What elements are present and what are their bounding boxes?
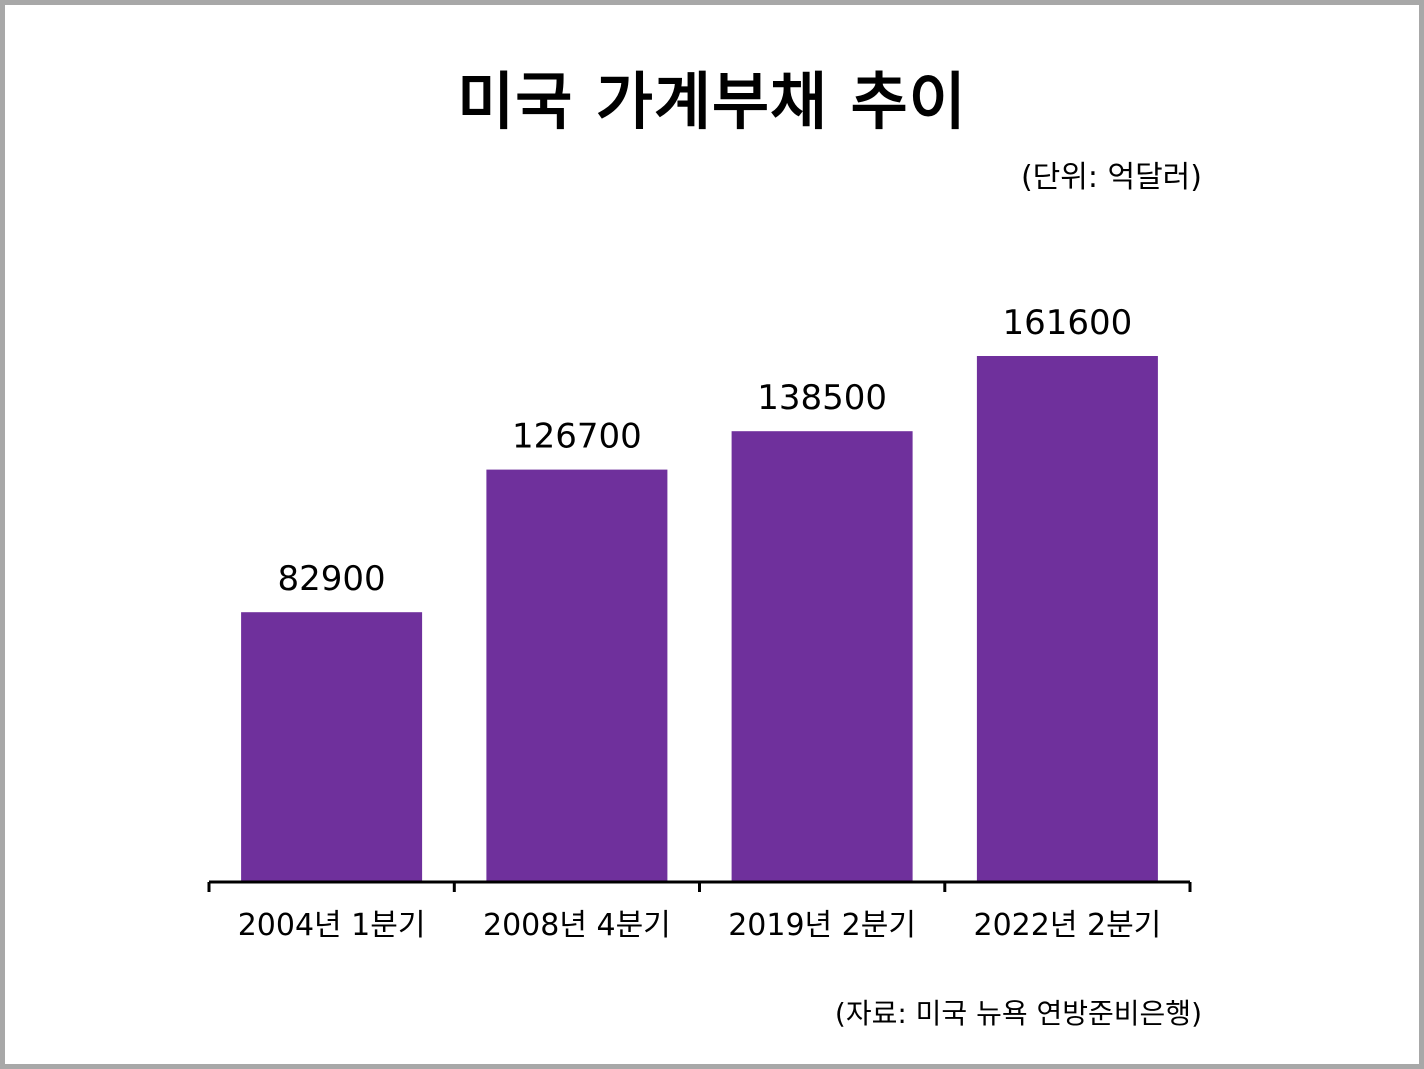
unit-note: (단위: 억달러) <box>1020 160 1202 195</box>
data-label-1: 82900 <box>278 559 386 599</box>
source-note: (자료: 미국 뉴욕 연방준비은행) <box>834 997 1202 1030</box>
bar-1 <box>241 612 423 882</box>
bar-3 <box>731 431 913 882</box>
bar-2 <box>486 469 668 882</box>
category-label-4: 2022년 2분기 <box>974 908 1162 943</box>
category-label-1: 2004년 1분기 <box>238 908 426 943</box>
bar-4 <box>976 356 1158 882</box>
category-label-3: 2019년 2분기 <box>728 908 916 943</box>
chart-title: 미국 가계부채 추이 <box>457 65 967 138</box>
data-label-3: 138500 <box>757 378 887 418</box>
data-label-2: 126700 <box>512 417 642 457</box>
category-label-2: 2008년 4분기 <box>483 908 671 943</box>
data-label-4: 161600 <box>1003 303 1133 343</box>
